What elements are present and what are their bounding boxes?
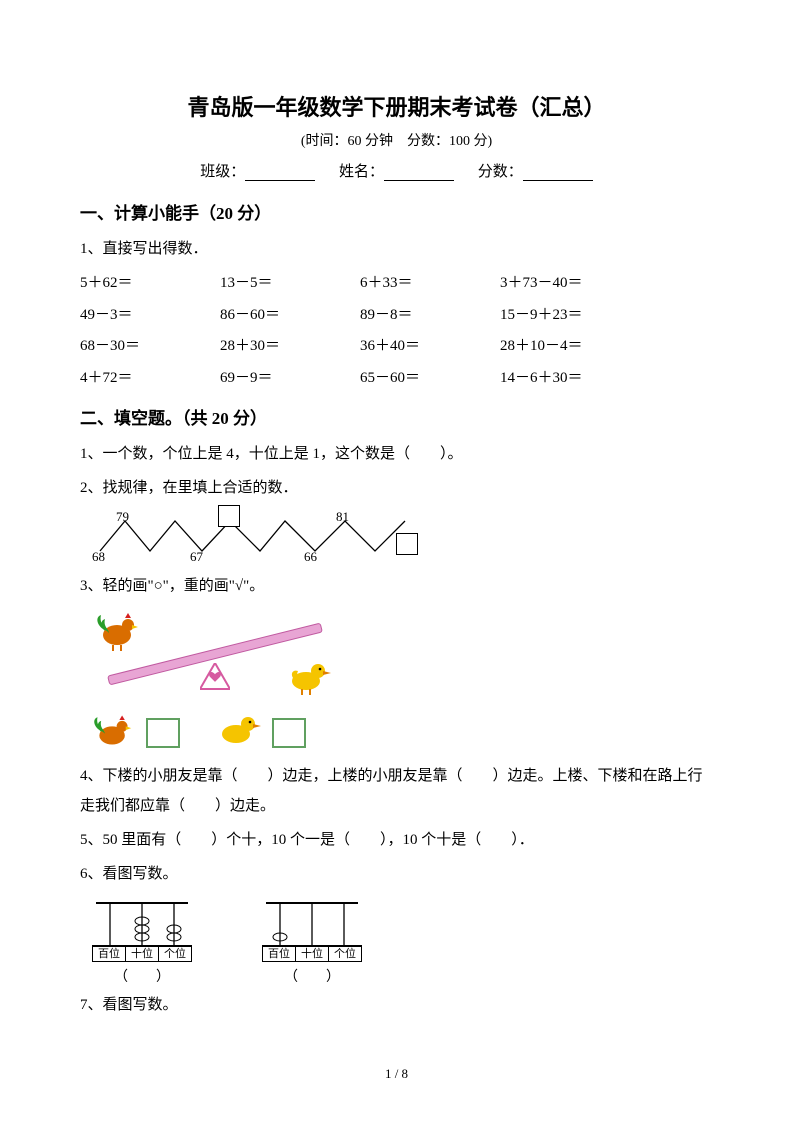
abacus-answer-1[interactable]: （ ） (92, 966, 192, 986)
seq-box-2[interactable] (396, 533, 418, 555)
s2-q2: 2、找规律，在里填上合适的数． (80, 473, 713, 503)
duck-choice (218, 712, 262, 753)
s2-q5: 5、50 里面有（ ）个十，10 个一是（ ），10 个十是（ ）． (80, 825, 713, 855)
s2-q4: 4、下楼的小朋友是靠（ ）边走，上楼的小朋友是靠（ ）边走。上楼、下楼和在路上行… (80, 761, 713, 821)
page-number: 1 / 8 (0, 1066, 793, 1082)
score-label: 分数： (478, 164, 523, 180)
sequence-lines-icon (90, 509, 430, 565)
exam-page: 青岛版一年级数学下册期末考试卷（汇总） (时间：60 分钟 分数：100 分) … (0, 0, 793, 1122)
calc-grid: 5＋62＝ 13－5＝ 6＋33＝ 3＋73－40＝ 49－3＝ 86－60＝ … (80, 268, 713, 394)
calc-cell: 49－3＝ (80, 300, 220, 332)
abacus-2: 百位 十位 个位 (262, 897, 362, 962)
choice-row (90, 710, 713, 755)
s2-q7: 7、看图写数。 (80, 990, 713, 1020)
rooster-icon (90, 710, 136, 750)
seq-n66: 66 (304, 549, 317, 565)
rooster-icon (95, 607, 141, 651)
calc-cell: 69－9＝ (220, 363, 360, 395)
calc-cell: 89－8＝ (360, 300, 500, 332)
abacus-answer-2[interactable]: （ ） (262, 966, 362, 986)
calc-cell: 15－9＋23＝ (500, 300, 713, 332)
abacus-icon (92, 897, 192, 947)
info-line: 班级： 姓名： 分数： (80, 160, 713, 181)
q1-label: 1、直接写出得数． (80, 234, 713, 264)
calc-cell: 68－30＝ (80, 331, 220, 363)
s2-q1: 1、一个数，个位上是 4，十位上是 1，这个数是（ ）。 (80, 439, 713, 469)
s2-q6: 6、看图写数。 (80, 859, 713, 889)
abacus-bai: 百位 (93, 947, 126, 961)
calc-cell: 5＋62＝ (80, 268, 220, 300)
page-subtitle: (时间：60 分钟 分数：100 分) (80, 130, 713, 150)
section2-header: 二、填空题。（共 20 分） (80, 404, 713, 429)
s2-q3: 3、轻的画"○"，重的画"√"。 (80, 571, 713, 601)
rooster-answer-box[interactable] (146, 718, 180, 748)
class-label: 班级： (200, 164, 245, 180)
class-input[interactable] (245, 167, 315, 181)
page-title: 青岛版一年级数学下册期末考试卷（汇总） (80, 90, 713, 122)
name-label: 姓名： (339, 164, 384, 180)
duck-seesaw (288, 659, 332, 695)
abacus-ge: 个位 (329, 947, 361, 961)
abacus-icon (262, 897, 362, 947)
rooster-choice (90, 710, 136, 755)
duck-icon (218, 712, 262, 748)
abacus-row: 百位 十位 个位 百位 十位 个位 (92, 897, 713, 962)
abacus-shi: 十位 (296, 947, 329, 961)
seq-n67: 67 (190, 549, 203, 565)
calc-cell: 14－6＋30＝ (500, 363, 713, 395)
abacus-answer-row: （ ） （ ） (92, 966, 713, 986)
abacus-labels: 百位 十位 个位 (92, 947, 192, 962)
calc-cell: 6＋33＝ (360, 268, 500, 300)
calc-cell: 4＋72＝ (80, 363, 220, 395)
duck-icon (288, 659, 332, 695)
section1-header: 一、计算小能手（20 分） (80, 199, 713, 224)
calc-cell: 65－60＝ (360, 363, 500, 395)
heart-icon (208, 670, 222, 684)
abacus-labels: 百位 十位 个位 (262, 947, 362, 962)
sequence-diagram: 68 79 67 66 81 (90, 509, 430, 565)
abacus-shi: 十位 (126, 947, 159, 961)
score-input[interactable] (523, 167, 593, 181)
calc-cell: 3＋73－40＝ (500, 268, 713, 300)
calc-cell: 13－5＝ (220, 268, 360, 300)
calc-cell: 28＋10－4＝ (500, 331, 713, 363)
abacus-ge: 个位 (159, 947, 191, 961)
seesaw-diagram (90, 607, 350, 702)
calc-cell: 36＋40＝ (360, 331, 500, 363)
calc-cell: 86－60＝ (220, 300, 360, 332)
name-input[interactable] (384, 167, 454, 181)
seq-n81: 81 (336, 509, 349, 525)
seq-n79: 79 (116, 509, 129, 525)
abacus-1: 百位 十位 个位 (92, 897, 192, 962)
rooster-seesaw (95, 607, 141, 651)
seq-n68: 68 (92, 549, 105, 565)
calc-cell: 28＋30＝ (220, 331, 360, 363)
duck-answer-box[interactable] (272, 718, 306, 748)
abacus-bai: 百位 (263, 947, 296, 961)
seq-box-1[interactable] (218, 505, 240, 527)
